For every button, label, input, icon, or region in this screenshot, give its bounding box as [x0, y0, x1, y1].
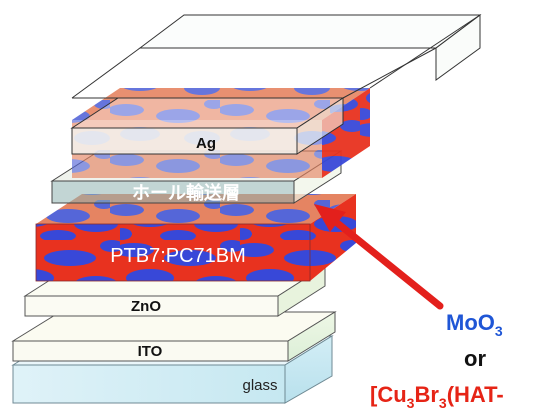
ag-label: Ag — [196, 135, 216, 152]
moo3-label: MoO3 — [446, 310, 503, 339]
hole-transport-label: ホール輸送層 — [132, 182, 240, 203]
zno-label: ZnO — [131, 298, 161, 315]
ito-label: ITO — [138, 343, 163, 360]
red-arrow — [314, 204, 444, 310]
ag-layer — [70, 97, 345, 155]
active-layer-label: PTB7:PC71BM — [110, 245, 246, 267]
ito-layer — [11, 311, 337, 362]
or-label: or — [464, 346, 486, 371]
encapsulation-frame — [71, 14, 482, 99]
active-layer — [35, 194, 356, 282]
cu-complex-label: [Cu3Br3(HAT- — [370, 382, 504, 411]
glass-label: glass — [242, 377, 277, 394]
